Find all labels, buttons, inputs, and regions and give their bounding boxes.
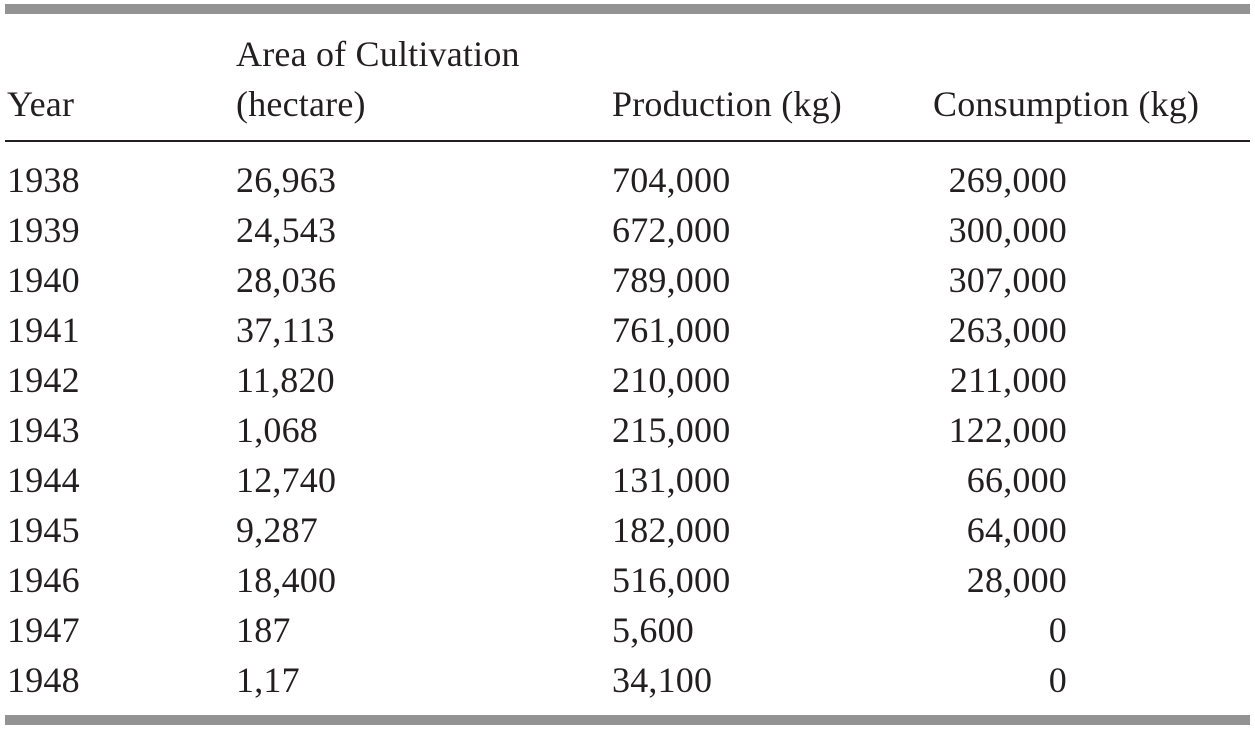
header-area-line2: (hectare) xyxy=(236,84,366,124)
cell-consumption: 66,000 xyxy=(966,460,1067,500)
table-row: 1946 18,400 516,000 28,000 xyxy=(0,560,1255,600)
cell-year: 1942 xyxy=(7,360,80,400)
bottom-rule xyxy=(5,715,1250,725)
cell-consumption: 64,000 xyxy=(966,510,1067,550)
table-row: 1947 187 5,600 0 xyxy=(0,610,1255,650)
cell-year: 1945 xyxy=(7,510,80,550)
cell-production: 672,000 xyxy=(612,210,731,250)
cell-production: 704,000 xyxy=(612,160,731,200)
table-row: 1938 26,963 704,000 269,000 xyxy=(0,160,1255,200)
cell-consumption: 0 xyxy=(1048,660,1067,700)
cell-area: 18,400 xyxy=(236,560,337,600)
cell-area: 1,068 xyxy=(236,410,318,450)
cell-consumption: 28,000 xyxy=(966,560,1067,600)
cell-production: 182,000 xyxy=(612,510,731,550)
cell-area: 26,963 xyxy=(236,160,337,200)
cell-consumption: 269,000 xyxy=(948,160,1067,200)
header-area-line1: Area of Cultivation xyxy=(236,34,520,74)
cell-consumption: 122,000 xyxy=(948,410,1067,450)
table-row: 1945 9,287 182,000 64,000 xyxy=(0,510,1255,550)
header-production: Production (kg) xyxy=(612,84,842,124)
top-rule xyxy=(5,4,1250,14)
cell-year: 1941 xyxy=(7,310,80,350)
cell-area: 9,287 xyxy=(236,510,318,550)
cell-year: 1940 xyxy=(7,260,80,300)
cell-production: 5,600 xyxy=(612,610,694,650)
cell-year: 1943 xyxy=(7,410,80,450)
cell-consumption: 263,000 xyxy=(948,310,1067,350)
cell-consumption: 0 xyxy=(1048,610,1067,650)
cell-production: 210,000 xyxy=(612,360,731,400)
table-row: 1941 37,113 761,000 263,000 xyxy=(0,310,1255,350)
cell-area: 24,543 xyxy=(236,210,337,250)
cell-year: 1947 xyxy=(7,610,80,650)
table-row: 1944 12,740 131,000 66,000 xyxy=(0,460,1255,500)
cell-production: 34,100 xyxy=(612,660,713,700)
cell-area: 187 xyxy=(236,610,291,650)
cell-consumption: 300,000 xyxy=(948,210,1067,250)
cell-area: 12,740 xyxy=(236,460,337,500)
header-year: Year xyxy=(7,84,75,124)
header-consumption: Consumption (kg) xyxy=(933,84,1200,124)
cell-area: 11,820 xyxy=(236,360,335,400)
table-row: 1942 11,820 210,000 211,000 xyxy=(0,360,1255,400)
cell-area: 28,036 xyxy=(236,260,337,300)
cell-year: 1938 xyxy=(7,160,80,200)
cell-year: 1946 xyxy=(7,560,80,600)
cell-production: 131,000 xyxy=(612,460,731,500)
table-row: 1940 28,036 789,000 307,000 xyxy=(0,260,1255,300)
cell-area: 1,17 xyxy=(236,660,300,700)
table-row: 1948 1,17 34,100 0 xyxy=(0,660,1255,700)
header-rule xyxy=(5,140,1250,142)
cell-year: 1939 xyxy=(7,210,80,250)
cell-production: 215,000 xyxy=(612,410,731,450)
cell-consumption: 307,000 xyxy=(948,260,1067,300)
cell-production: 789,000 xyxy=(612,260,731,300)
table-row: 1943 1,068 215,000 122,000 xyxy=(0,410,1255,450)
cell-production: 761,000 xyxy=(612,310,731,350)
table-row: 1939 24,543 672,000 300,000 xyxy=(0,210,1255,250)
cell-area: 37,113 xyxy=(236,310,335,350)
cell-year: 1944 xyxy=(7,460,80,500)
cell-consumption: 211,000 xyxy=(949,360,1067,400)
cell-production: 516,000 xyxy=(612,560,731,600)
cell-year: 1948 xyxy=(7,660,80,700)
